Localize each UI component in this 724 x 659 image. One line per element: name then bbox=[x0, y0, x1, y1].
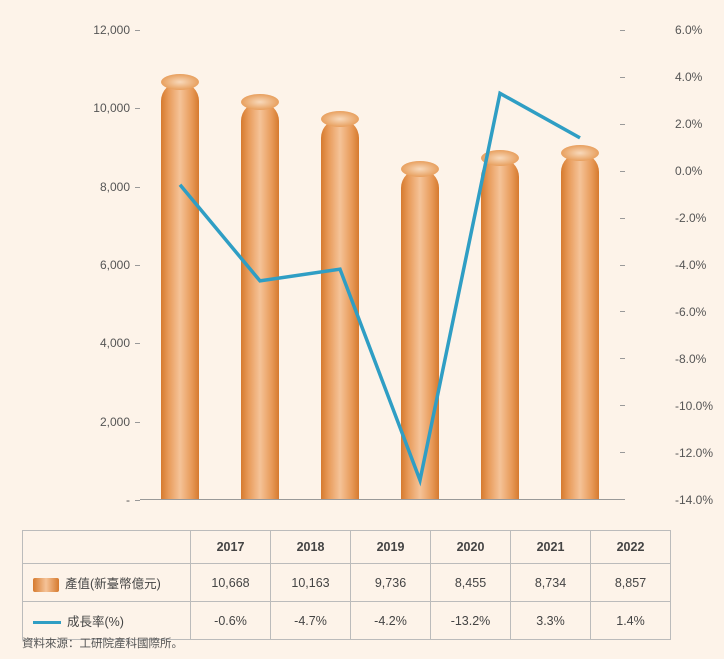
bar-swatch-icon bbox=[33, 578, 59, 592]
bar-cell: 10,163 bbox=[271, 564, 351, 602]
y-left-tick: 12,000 bbox=[93, 23, 130, 37]
y-left-tick: 4,000 bbox=[100, 336, 130, 350]
line-series-label: 成長率(%) bbox=[67, 615, 124, 629]
y-right-tick: -12.0% bbox=[675, 446, 713, 460]
col-header: 2017 bbox=[191, 531, 271, 564]
y-left-tick: 6,000 bbox=[100, 258, 130, 272]
line-cell: 3.3% bbox=[511, 602, 591, 640]
y-left-tick: 10,000 bbox=[93, 101, 130, 115]
col-header: 2021 bbox=[511, 531, 591, 564]
y-right-tick: 4.0% bbox=[675, 70, 702, 84]
col-header: 2018 bbox=[271, 531, 351, 564]
legend-bar: 產值(新臺幣億元) bbox=[23, 564, 191, 602]
y-right-tick: -14.0% bbox=[675, 493, 713, 507]
y-right-tick: -2.0% bbox=[675, 211, 706, 225]
y-right-tick: -10.0% bbox=[675, 399, 713, 413]
bar-cell: 10,668 bbox=[191, 564, 271, 602]
data-table: 2017 2018 2019 2020 2021 2022 產值(新臺幣億元) … bbox=[22, 530, 671, 640]
line-cell: -4.7% bbox=[271, 602, 351, 640]
line-cell: -13.2% bbox=[431, 602, 511, 640]
col-header: 2022 bbox=[591, 531, 671, 564]
source-note: 資料來源：工研院產科國際所。 bbox=[22, 635, 183, 651]
y-axis-left: - 2,000 4,000 6,000 8,000 10,000 12,000 bbox=[90, 30, 135, 500]
bar-cell: 8,455 bbox=[431, 564, 511, 602]
bar-cell: 8,734 bbox=[511, 564, 591, 602]
y-left-tick: 2,000 bbox=[100, 415, 130, 429]
growth-line bbox=[140, 30, 620, 499]
legend-line: 成長率(%) bbox=[23, 602, 191, 640]
y-axis-right: -14.0% -12.0% -10.0% -8.0% -6.0% -4.0% -… bbox=[670, 30, 720, 500]
bar-series-label: 產值(新臺幣億元) bbox=[65, 577, 161, 591]
line-cell: -4.2% bbox=[351, 602, 431, 640]
table-bar-row: 產值(新臺幣億元) 10,668 10,163 9,736 8,455 8,73… bbox=[23, 564, 671, 602]
line-cell: 1.4% bbox=[591, 602, 671, 640]
y-right-tick: 6.0% bbox=[675, 23, 702, 37]
y-left-tick: 8,000 bbox=[100, 180, 130, 194]
col-header: 2019 bbox=[351, 531, 431, 564]
y-left-tick: - bbox=[126, 493, 130, 507]
y-right-tick: 0.0% bbox=[675, 164, 702, 178]
y-right-tick: 2.0% bbox=[675, 117, 702, 131]
y-right-tick: -8.0% bbox=[675, 352, 706, 366]
bar-cell: 9,736 bbox=[351, 564, 431, 602]
line-cell: -0.6% bbox=[191, 602, 271, 640]
col-header: 2020 bbox=[431, 531, 511, 564]
line-swatch-icon bbox=[33, 621, 61, 624]
table-line-row: 成長率(%) -0.6% -4.7% -4.2% -13.2% 3.3% 1.4… bbox=[23, 602, 671, 640]
table-header-row: 2017 2018 2019 2020 2021 2022 bbox=[23, 531, 671, 564]
bar-cell: 8,857 bbox=[591, 564, 671, 602]
y-right-tick: -6.0% bbox=[675, 305, 706, 319]
chart-container: - 2,000 4,000 6,000 8,000 10,000 12,000 bbox=[90, 20, 670, 530]
plot-area bbox=[140, 30, 620, 500]
y-right-tick: -4.0% bbox=[675, 258, 706, 272]
